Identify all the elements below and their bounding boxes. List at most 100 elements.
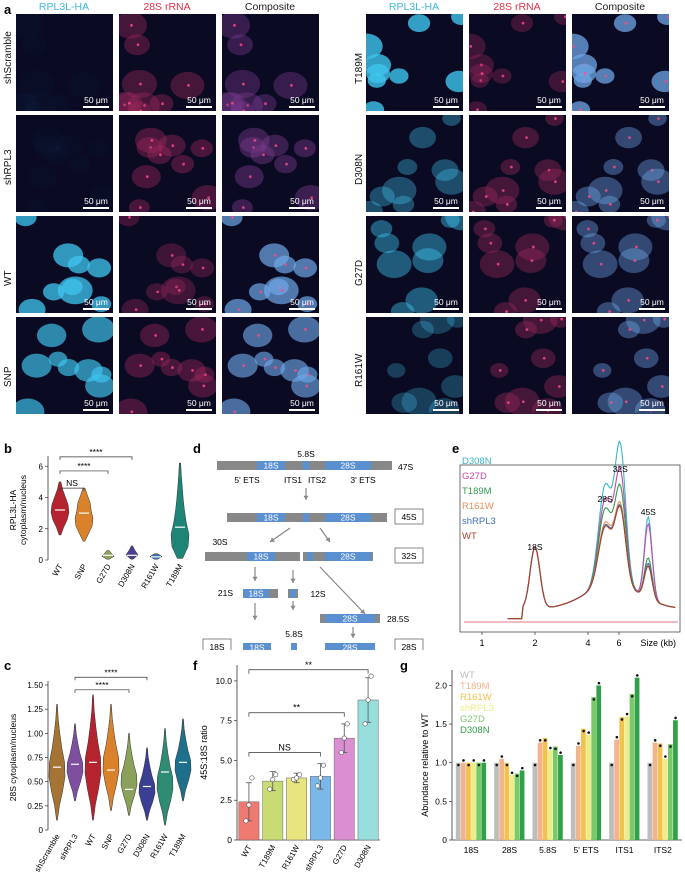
rrna-dot [642, 318, 646, 322]
x-tick-label: 5' ETS [574, 845, 600, 855]
data-point [592, 698, 596, 701]
rrna-dot [633, 259, 637, 262]
data-point [368, 673, 374, 679]
label-12s: 12S [310, 589, 325, 599]
data-point [674, 716, 677, 720]
x-tick-label: 5.8S [539, 845, 557, 855]
violin-shape [120, 733, 138, 816]
rrna-dot [628, 136, 631, 140]
data-point [294, 775, 300, 781]
cell [128, 199, 150, 212]
panel-g-label: g [400, 658, 408, 673]
scale-bar: 50 μm [186, 297, 212, 310]
bar-shrpl3 [662, 758, 668, 840]
data-point [270, 777, 276, 783]
rrna-dot [226, 103, 230, 107]
rrna-dot [239, 43, 243, 47]
micrograph-background [572, 317, 669, 414]
cell [230, 101, 255, 111]
significance-label: NS [278, 743, 291, 753]
cell [21, 353, 52, 378]
rrna-dot [187, 84, 190, 87]
cell [222, 14, 251, 39]
segment-5-8s [291, 643, 297, 650]
cell [441, 375, 463, 398]
data-point [587, 731, 591, 734]
bar-shrpl3 [624, 716, 630, 840]
micrograph-image [222, 216, 319, 313]
micrograph-image [366, 115, 463, 212]
violin-shape [84, 694, 102, 821]
data-point [577, 742, 580, 745]
scale-bar-label: 50 μm [640, 297, 664, 307]
micrograph-background [572, 216, 669, 313]
rrna-dot [604, 74, 608, 78]
cell [411, 320, 434, 339]
scale-bar-line [433, 207, 459, 209]
bar-r161w [504, 762, 510, 840]
rrna-dot [171, 144, 175, 147]
data-point [344, 721, 350, 727]
cell [446, 317, 463, 328]
micrograph-image [119, 14, 216, 111]
rrna-dot [664, 80, 668, 83]
significance-bracket [59, 470, 109, 474]
x-tick-label: D308N [353, 843, 373, 869]
cell [641, 168, 669, 195]
scale-bar: 50 μm [433, 95, 459, 108]
label-18s-final-box [202, 638, 232, 650]
y-tick-label: 0.5 [435, 796, 447, 806]
rrna-dot [134, 308, 138, 312]
bar-t189m [499, 758, 504, 840]
rrna-dot [525, 136, 528, 140]
rrna-dot [521, 21, 525, 25]
micrograph-image [572, 216, 669, 313]
data-point [462, 759, 465, 762]
significance-bracket [248, 752, 321, 757]
significance-label: ** [293, 703, 301, 713]
rrna-dot [561, 80, 565, 83]
rrna-dot [554, 117, 557, 120]
rrna-dot [608, 310, 611, 313]
rrna-dot [161, 102, 164, 106]
x-axis-label: Size (kb) [640, 638, 676, 648]
micrograph-rpl3l: 50 μm [366, 115, 463, 212]
scale-bar: 50 μm [289, 398, 315, 411]
micrograph-rpl3l: 50 μm [16, 317, 113, 414]
bar-r161w [466, 762, 471, 840]
significance-bracket [248, 712, 345, 717]
arrow-head [252, 615, 258, 620]
micrograph-composite: 50 μm [222, 14, 319, 111]
y-axis-label: cytoplasm/nucleus [18, 475, 28, 545]
rrna-dot [547, 168, 551, 172]
arrow-head [303, 495, 309, 500]
rrna-dot [579, 108, 582, 111]
bar-d308n [558, 755, 563, 840]
cell [121, 298, 149, 313]
x-tick-label: ITS1 [616, 845, 634, 855]
rrna-dot [583, 72, 587, 75]
bar-r161w [657, 743, 663, 840]
rrna-dot [149, 146, 152, 149]
channel-header-rpl3l: RPL3L-HA [38, 1, 90, 13]
rrna-dot [201, 146, 205, 150]
legend-g27d: G27D [462, 471, 487, 482]
cell [119, 92, 143, 111]
rrna-dot [294, 369, 297, 372]
row-label: shScramble [3, 31, 14, 84]
segment-18s [243, 589, 269, 598]
x-tick-label: R161W [280, 843, 301, 871]
cell [657, 14, 669, 26]
bar-wt [455, 762, 461, 840]
label-45s-box [394, 508, 424, 525]
micrograph-composite: 50 μm [572, 14, 669, 111]
bar-d308n [519, 770, 525, 840]
cell [435, 168, 463, 195]
scale-bar-label: 50 μm [290, 398, 314, 408]
data-point [500, 755, 504, 758]
y-tick-label: 6 [39, 462, 44, 471]
cell [29, 165, 58, 188]
legend-g27d: G27D [460, 714, 485, 725]
scale-bar-label: 50 μm [84, 95, 108, 105]
rrna-dot [601, 369, 605, 372]
